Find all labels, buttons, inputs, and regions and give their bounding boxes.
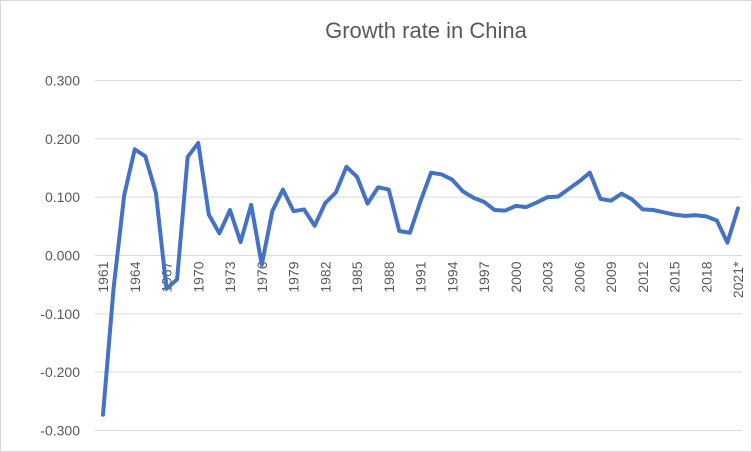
series-layer [101,140,740,417]
x-tick-label: 1997 [476,261,492,292]
x-tick-label: 2015 [667,261,683,292]
y-tick-label: 0.100 [45,189,80,205]
x-tick-label: 1982 [317,261,333,292]
y-tick-label: -0.300 [40,423,80,439]
x-tick-label: 2006 [571,261,587,292]
y-tick-label: 0.300 [45,73,80,89]
x-tick-label: 2009 [603,261,619,292]
x-tick-label: 1964 [127,261,143,292]
x-tick-label: 2021* [730,261,746,298]
x-tick-label: 1988 [381,261,397,292]
x-tick-label: 2003 [540,261,556,292]
x-tick-label: 1961 [95,261,111,292]
x-tick-label: 1991 [413,261,429,292]
x-tick-label: 2012 [635,261,651,292]
x-tick-label: 2018 [698,261,714,292]
chart-title: Growth rate in China [325,18,528,43]
x-tick-label: 1973 [222,261,238,292]
x-tick-label: 2000 [508,261,524,292]
x-tick-label: 1979 [286,261,302,292]
x-tick-label: 1976 [254,261,270,292]
x-tick-label: 1985 [349,261,365,292]
y-axis-ticks: 0.300 0.200 0.100 0.000 -0.100 -0.200 -0.300 [40,73,80,439]
y-tick-label: 0.000 [45,248,80,264]
x-axis-ticks: 1961 1964 1967 1970 1973 1976 1979 1982 1985 1988… [95,261,746,298]
gridlines [95,80,742,431]
y-tick-label: -0.200 [40,364,80,380]
x-tick-label: 1994 [444,261,460,292]
y-tick-label: -0.100 [40,306,80,322]
series-line [101,140,740,417]
x-tick-label: 1970 [190,261,206,292]
y-tick-label: 0.200 [45,131,80,147]
